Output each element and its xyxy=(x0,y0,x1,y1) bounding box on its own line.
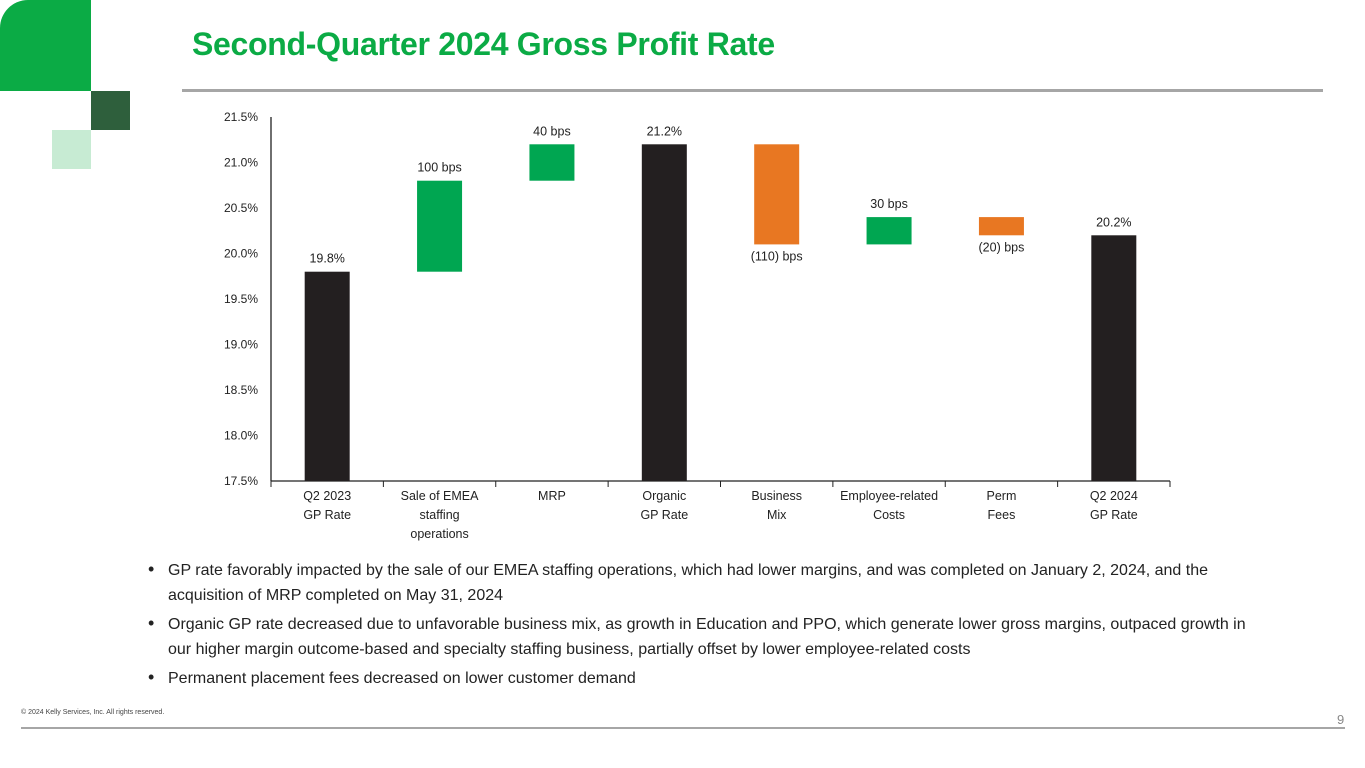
x-category-label: MRP xyxy=(538,489,566,503)
y-tick-label: 20.5% xyxy=(224,201,258,215)
x-category-label-line: Sale of EMEA xyxy=(401,489,479,503)
y-tick-label: 21.0% xyxy=(224,156,258,170)
data-label: 40 bps xyxy=(533,124,571,138)
page-number: 9 xyxy=(1337,712,1345,727)
total-bar xyxy=(1091,235,1137,481)
decorative-square-dark-green xyxy=(91,91,130,130)
x-category-label: Sale of EMEA staffing operations xyxy=(401,489,479,541)
total-bar xyxy=(641,144,687,482)
data-label: 20.2% xyxy=(1096,215,1131,229)
increase-bar xyxy=(529,144,575,181)
x-category-label: Employee-related Costs xyxy=(840,489,938,522)
data-label: (20) bps xyxy=(979,240,1025,254)
slide-title: Second-Quarter 2024 Gross Profit Rate xyxy=(192,26,775,62)
total-bar xyxy=(304,271,350,481)
x-category-label-line: GP Rate xyxy=(303,508,351,522)
y-tick-label: 21.5% xyxy=(224,110,258,124)
data-label: 21.2% xyxy=(647,124,682,138)
decrease-bar xyxy=(754,144,800,245)
x-category-label: Business Mix xyxy=(751,489,802,522)
x-category-label-line: Perm xyxy=(987,489,1017,503)
x-category-label-line: GP Rate xyxy=(640,508,688,522)
x-category-label-line: Costs xyxy=(873,508,905,522)
bullet-item: Permanent placement fees decreased on lo… xyxy=(146,665,1266,692)
x-category-label-line: Q2 2024 xyxy=(1090,489,1138,503)
decorative-square-green xyxy=(0,0,91,91)
y-tick-label: 17.5% xyxy=(224,474,258,488)
bullet-item: GP rate favorably impacted by the sale o… xyxy=(146,557,1266,608)
x-category-label-line: Organic xyxy=(642,489,686,503)
waterfall-chart: 17.5% 18.0% 18.5% 19.0% 19.5% 20.0% 20.5% 21.0%… xyxy=(224,110,1171,541)
y-tick-label: 18.0% xyxy=(224,429,258,443)
x-category-label: Organic GP Rate xyxy=(640,489,688,522)
bars xyxy=(304,144,1137,482)
data-label: 30 bps xyxy=(870,197,908,211)
x-category-label: Q2 2023 GP Rate xyxy=(303,489,351,522)
data-label: 19.8% xyxy=(309,252,344,266)
decorative-square-light-green xyxy=(52,130,91,169)
x-category-label-line: staffing xyxy=(420,508,460,522)
x-axis: Q2 2023 GP Rate Sale of EMEA staffing operat… xyxy=(270,480,1171,541)
x-category-label-line: Employee-related xyxy=(840,489,938,503)
x-category-label-line: GP Rate xyxy=(1090,508,1138,522)
x-category-label-line: Mix xyxy=(767,508,787,522)
data-labels: 19.8% 100 bps 40 bps 21.2% (110) bps 30 bps (2… xyxy=(309,124,1131,265)
footer-divider xyxy=(21,727,1345,729)
y-tick-label: 19.5% xyxy=(224,292,258,306)
bullet-list: GP rate favorably impacted by the sale o… xyxy=(146,557,1266,697)
data-label: (110) bps xyxy=(751,249,803,263)
x-category-label-line: MRP xyxy=(538,489,566,503)
x-category-label-line: Q2 2023 xyxy=(303,489,351,503)
data-label: 100 bps xyxy=(417,161,461,175)
decrease-bar xyxy=(978,217,1024,236)
y-axis: 17.5% 18.0% 18.5% 19.0% 19.5% 20.0% 20.5% 21.0%… xyxy=(224,110,272,488)
x-category-label-line: Fees xyxy=(988,508,1016,522)
title-divider xyxy=(182,89,1323,92)
increase-bar xyxy=(417,180,463,272)
copyright-notice: © 2024 Kelly Services, Inc. All rights r… xyxy=(21,709,165,716)
bullet-item: Organic GP rate decreased due to unfavor… xyxy=(146,611,1266,662)
y-tick-label: 20.0% xyxy=(224,247,258,261)
x-category-label-line: Business xyxy=(751,489,802,503)
x-category-label: Perm Fees xyxy=(987,489,1017,522)
increase-bar xyxy=(866,217,912,245)
y-tick-label: 18.5% xyxy=(224,383,258,397)
x-category-label: Q2 2024 GP Rate xyxy=(1090,489,1138,522)
y-tick-label: 19.0% xyxy=(224,338,258,352)
x-category-label-line: operations xyxy=(410,527,468,541)
